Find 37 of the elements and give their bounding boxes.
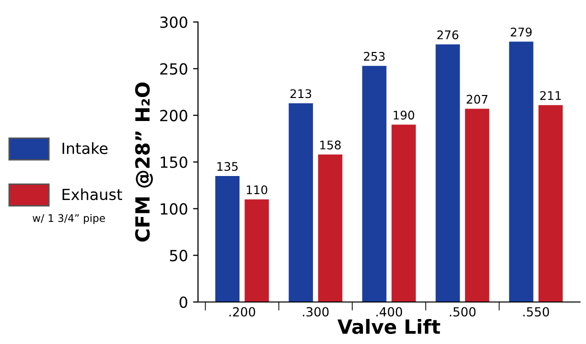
x-axis-title: Valve Lift xyxy=(337,318,440,334)
data-label: 276 xyxy=(437,30,458,40)
y-axis-title: CFM @28” H₂O xyxy=(135,82,153,242)
bar xyxy=(465,108,490,302)
data-label: 213 xyxy=(290,89,312,98)
bar xyxy=(392,124,416,302)
data-label: 110 xyxy=(246,185,268,194)
data-label: 158 xyxy=(320,140,341,150)
bar xyxy=(538,105,563,302)
y-tick-label: 50 xyxy=(170,250,188,262)
x-tick-label: .300 xyxy=(302,307,329,317)
text: w/ 1 3/4” pipe xyxy=(32,214,105,224)
legend-label: Exhaust xyxy=(62,188,122,200)
legend-label: Intake xyxy=(62,142,108,154)
bar xyxy=(215,176,240,302)
y-tick-label: 150 xyxy=(160,156,188,168)
bar xyxy=(318,154,342,302)
y-tick-label: 0 xyxy=(180,296,188,308)
bar xyxy=(509,42,534,302)
data-label: 253 xyxy=(364,52,385,61)
x-tick-label: .550 xyxy=(523,307,550,317)
y-tick-label: 200 xyxy=(160,110,188,122)
y-tick-label: 100 xyxy=(160,203,188,215)
y-tick-label: 300 xyxy=(160,16,188,28)
x-tick-label: .500 xyxy=(450,307,476,317)
data-label: 207 xyxy=(466,94,488,104)
bar xyxy=(436,44,460,302)
bar xyxy=(362,66,386,302)
x-tick-label: .200 xyxy=(229,307,256,317)
y-tick-label: 250 xyxy=(160,63,188,75)
bar xyxy=(244,199,269,302)
data-label: 190 xyxy=(394,110,414,120)
bar xyxy=(288,103,313,302)
data-label: 279 xyxy=(510,28,532,37)
x-tick-label: .400 xyxy=(376,307,402,317)
data-label: 211 xyxy=(540,91,561,100)
data-label: 135 xyxy=(217,162,238,171)
